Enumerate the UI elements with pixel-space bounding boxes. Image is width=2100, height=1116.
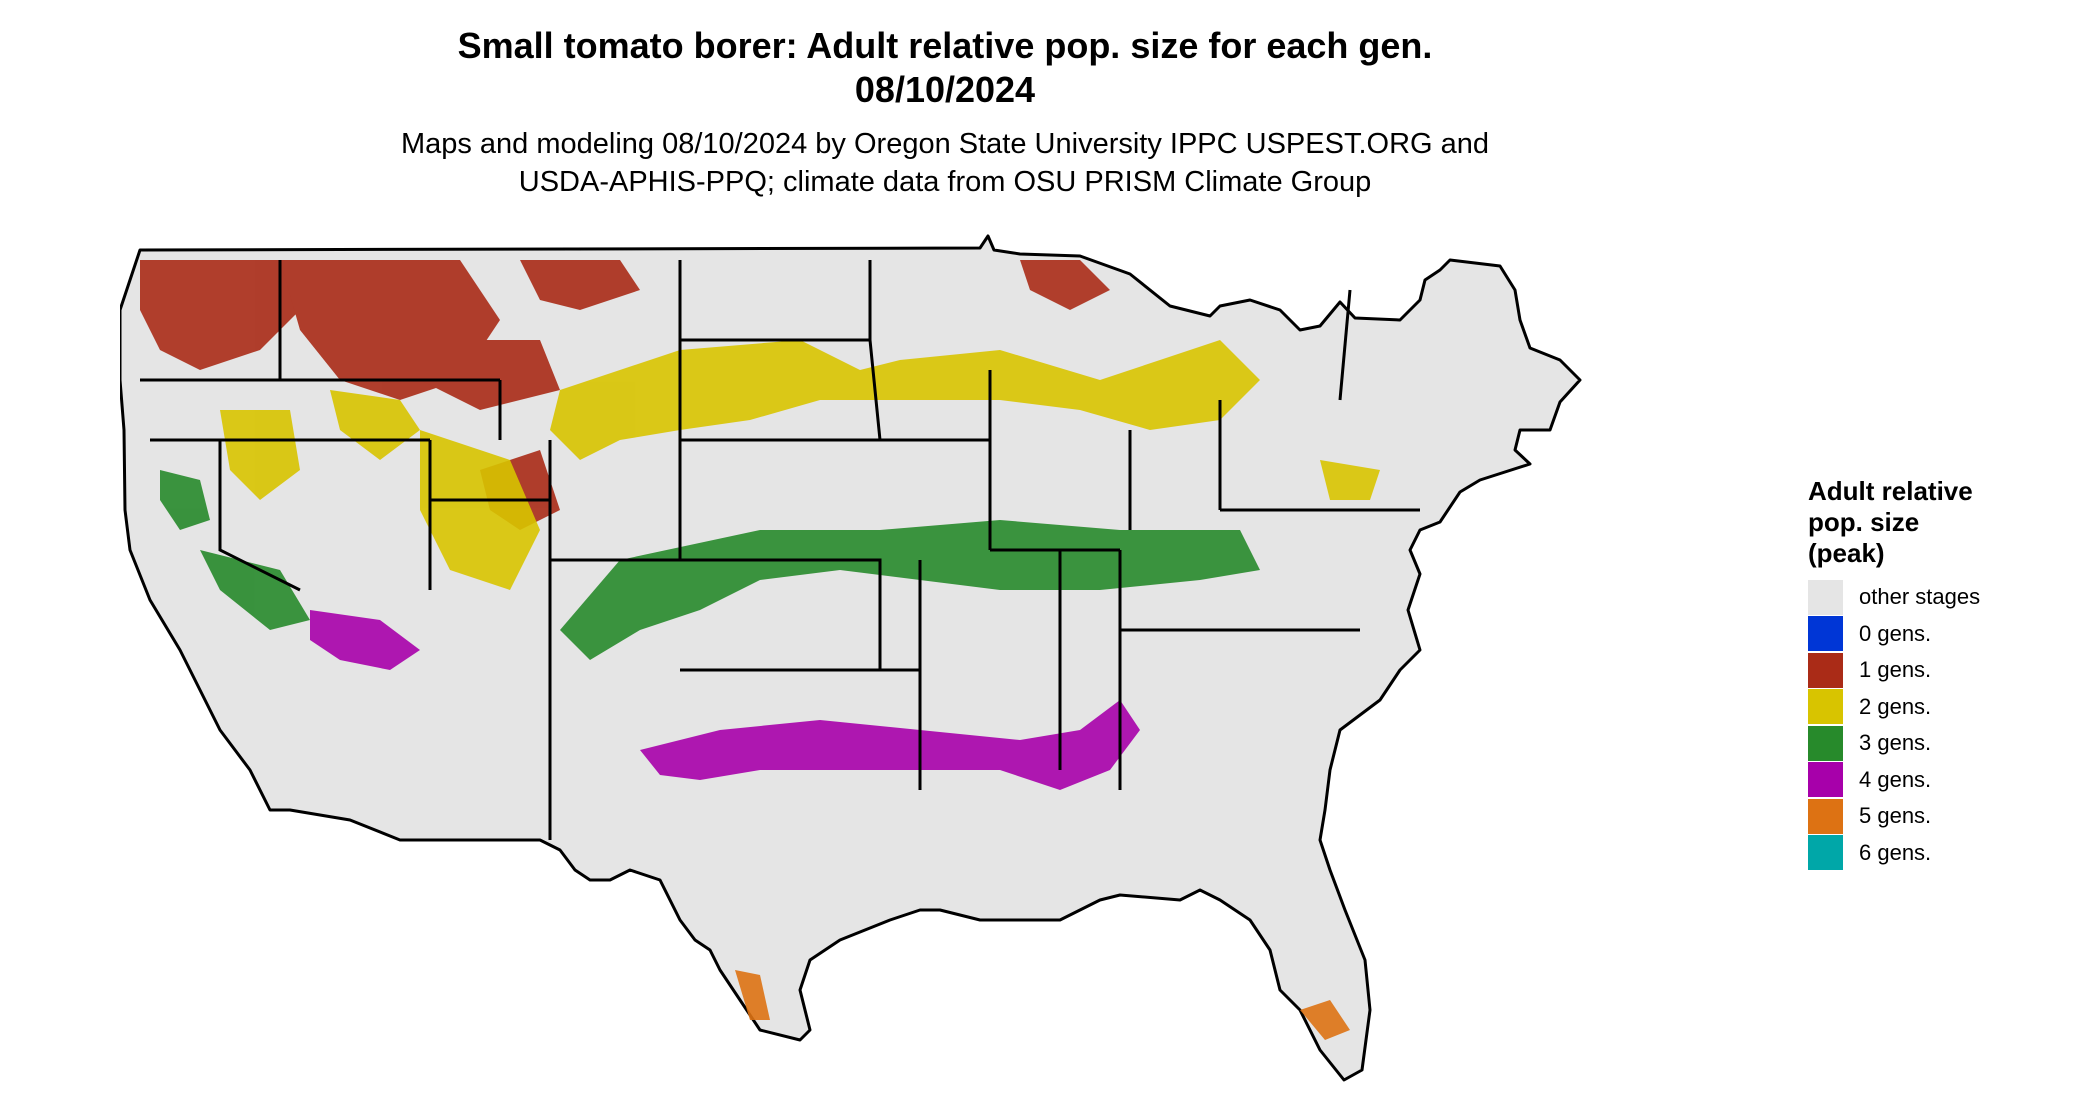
map-credit-line-1: Maps and modeling 08/10/2024 by Oregon S… bbox=[400, 128, 1490, 160]
legend-item: 5 gens. bbox=[1808, 798, 2088, 835]
legend-swatch bbox=[1808, 835, 1843, 871]
zone-1-gen bbox=[140, 260, 1110, 530]
us-outline bbox=[118, 234, 1582, 1082]
map-credit-line-2: USDA-APHIS-PPQ; climate data from OSU PR… bbox=[518, 166, 1372, 198]
legend-title-line: pop. size bbox=[1808, 507, 1920, 537]
legend-swatch bbox=[1808, 689, 1843, 725]
legend-swatch bbox=[1808, 762, 1843, 798]
legend-label: other stages bbox=[1859, 584, 1981, 610]
legend-item: 1 gens. bbox=[1808, 652, 2088, 689]
zone-4-gen bbox=[310, 610, 1140, 790]
zone-5-gen bbox=[735, 970, 1350, 1040]
legend-swatch bbox=[1808, 579, 1843, 615]
zone-3-gen bbox=[160, 470, 1260, 660]
legend: Adult relative pop. size (peak) other st… bbox=[1808, 476, 2088, 871]
legend-label: 1 gens. bbox=[1859, 657, 1932, 683]
legend-label: 2 gens. bbox=[1859, 693, 1932, 719]
legend-swatch bbox=[1808, 798, 1843, 834]
legend-item: 2 gens. bbox=[1808, 689, 2088, 726]
map-title: Small tomato borer: Adult relative pop. … bbox=[457, 25, 1433, 66]
legend-label: 4 gens. bbox=[1859, 766, 1932, 792]
state-borders bbox=[140, 260, 1420, 840]
legend-items: other stages 0 gens. 1 gens. 2 gens. 3 gens.… bbox=[1808, 579, 2088, 871]
legend-item: 4 gens. bbox=[1808, 762, 2088, 799]
legend-label: 5 gens. bbox=[1859, 803, 1932, 829]
map-date: 08/10/2024 bbox=[854, 69, 1036, 110]
legend-title: Adult relative pop. size (peak) bbox=[1808, 476, 2088, 569]
legend-item: 0 gens. bbox=[1808, 616, 2088, 653]
legend-swatch bbox=[1808, 616, 1843, 652]
legend-label: 6 gens. bbox=[1859, 839, 1932, 865]
legend-title-line: (peak) bbox=[1808, 538, 1885, 568]
legend-item: other stages bbox=[1808, 579, 2088, 616]
us-map bbox=[118, 230, 1780, 1110]
legend-item: 6 gens. bbox=[1808, 835, 2088, 872]
legend-swatch bbox=[1808, 652, 1843, 688]
legend-swatch bbox=[1808, 725, 1843, 761]
legend-title-line: Adult relative bbox=[1808, 476, 1973, 506]
legend-label: 0 gens. bbox=[1859, 620, 1932, 646]
legend-item: 3 gens. bbox=[1808, 725, 2088, 762]
legend-label: 3 gens. bbox=[1859, 730, 1932, 756]
zone-2-gen bbox=[220, 340, 1380, 590]
